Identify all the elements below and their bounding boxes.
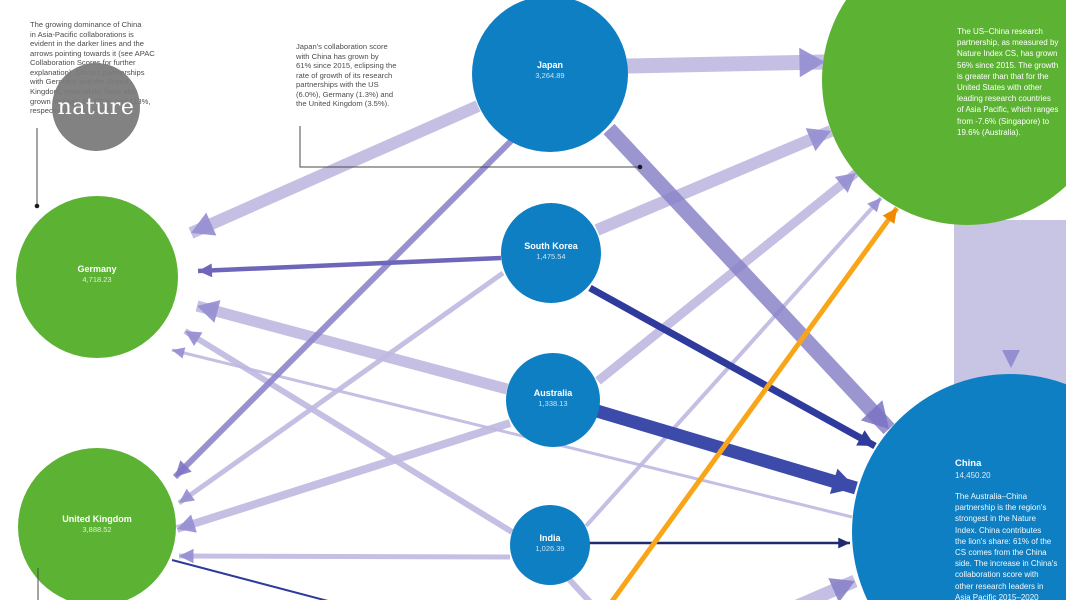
edge-australia-china bbox=[595, 404, 858, 495]
china-value: 14,450.20 bbox=[955, 471, 991, 480]
edge-australia-us bbox=[595, 169, 859, 385]
arrowhead-icon-australia-germany bbox=[197, 300, 221, 323]
edge-uk-offscreen bbox=[171, 559, 329, 600]
arrowhead-icon-japan-us bbox=[799, 47, 825, 78]
connector-dot-apac-note-pointer bbox=[34, 203, 40, 209]
edge-southkorea-uk bbox=[177, 270, 505, 506]
edge-southkorea-china bbox=[588, 284, 877, 450]
node-australia bbox=[506, 353, 600, 447]
arrowhead-icon-orange-highlight bbox=[882, 208, 897, 224]
node-germany bbox=[16, 196, 178, 358]
connector-dot-japan-note-pointer bbox=[637, 164, 643, 170]
arrowhead-icon-india-uk bbox=[179, 548, 194, 564]
china-note: The Australia–China partnership is the r… bbox=[955, 492, 1058, 600]
band-down-arrow-icon bbox=[1002, 350, 1020, 368]
arrowhead-icon-india-germany bbox=[185, 331, 203, 346]
arrowhead-icon-southkorea-us bbox=[805, 128, 831, 152]
arrowhead-icon-southkorea-germany bbox=[198, 263, 213, 278]
edge-australia-uk bbox=[175, 419, 512, 533]
arrowhead-icon-japan-uk bbox=[175, 460, 192, 477]
edge-india-offscreen bbox=[564, 574, 593, 600]
arrowhead-icon-offscreen-china bbox=[828, 578, 855, 600]
arrowhead-icon-india-us bbox=[867, 198, 881, 213]
arrowhead-icon-southkorea-china bbox=[856, 430, 875, 446]
edge-southkorea-germany bbox=[197, 255, 502, 274]
arrowhead-icon-china-germany bbox=[172, 347, 186, 359]
arrowhead-icon-australia-uk bbox=[177, 514, 197, 533]
arrowhead-icon-australia-us bbox=[834, 173, 856, 193]
node-japan bbox=[472, 0, 628, 152]
arrowhead-icon-southkorea-uk bbox=[179, 488, 196, 503]
china-name: China bbox=[955, 458, 982, 469]
arrowhead-icon-japan-germany bbox=[191, 212, 217, 236]
connector-japan-note-pointer bbox=[299, 126, 638, 168]
us-china-note: The US–China research partnership, as me… bbox=[957, 27, 1059, 137]
edge-india-us bbox=[584, 196, 883, 528]
node-united-kingdom bbox=[18, 448, 176, 600]
arrowhead-icon-india-china bbox=[838, 537, 850, 549]
edge-japan-china bbox=[603, 123, 895, 435]
node-south-korea bbox=[501, 203, 601, 303]
node-india bbox=[510, 505, 590, 585]
edge-india-germany bbox=[183, 328, 514, 535]
nature-logo: nature bbox=[52, 63, 140, 151]
edge-india-uk bbox=[178, 553, 511, 560]
arrowhead-icon-japan-china bbox=[860, 400, 889, 429]
edge-japan-us bbox=[626, 54, 826, 74]
edge-australia-germany bbox=[195, 300, 509, 395]
edge-japan-germany bbox=[188, 100, 481, 239]
node-china bbox=[852, 374, 1066, 600]
edge-china-germany bbox=[171, 348, 853, 519]
edge-japan-uk bbox=[172, 130, 522, 480]
japan-growth-note: Japan's collaboration score with China h… bbox=[296, 42, 397, 109]
edge-southkorea-us bbox=[594, 125, 834, 236]
arrowhead-icon-australia-china bbox=[829, 468, 856, 495]
edge-offscreen-china bbox=[794, 575, 858, 600]
china-label-block: China 14,450.20 The Australia–China part… bbox=[955, 458, 1063, 600]
edge-orange-highlight bbox=[609, 206, 900, 600]
node-united-states bbox=[822, 0, 1066, 225]
nature-logo-text: nature bbox=[57, 94, 135, 120]
